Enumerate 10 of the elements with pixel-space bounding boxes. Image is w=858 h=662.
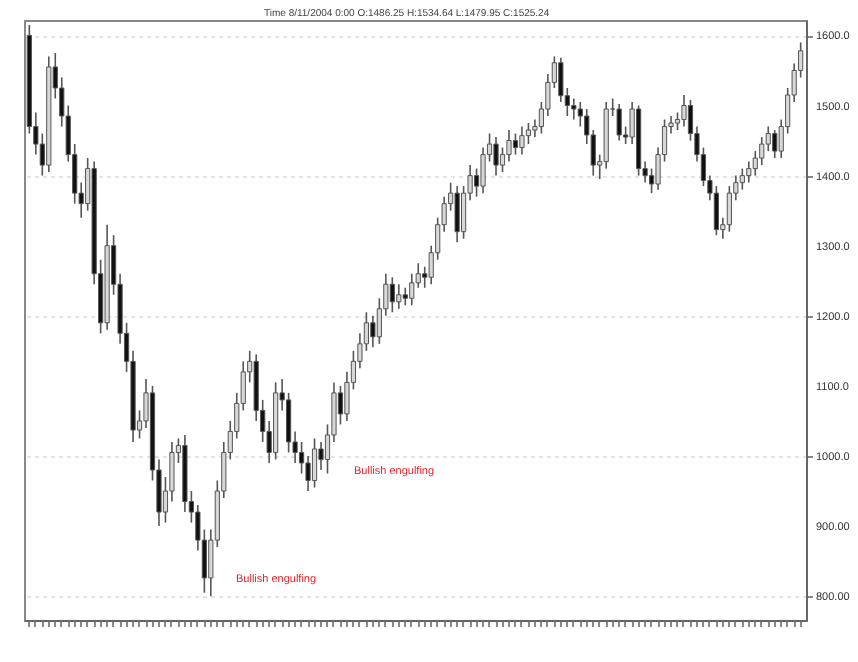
candlestick xyxy=(519,125,525,156)
candlestick xyxy=(681,94,687,128)
candlestick xyxy=(454,185,460,243)
candlestick xyxy=(396,283,402,310)
candlestick xyxy=(389,276,395,314)
candlestick xyxy=(772,129,778,159)
candlestick xyxy=(616,103,622,142)
candlestick xyxy=(493,136,499,177)
candlestick xyxy=(370,314,376,349)
candlestick xyxy=(512,132,519,156)
